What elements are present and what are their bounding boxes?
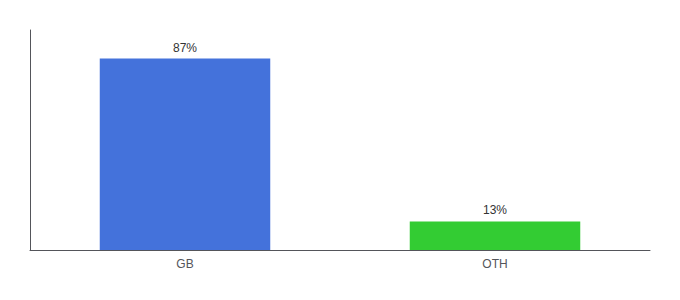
svg-text:87%: 87% — [173, 41, 197, 55]
svg-text:GB: GB — [176, 257, 193, 271]
svg-text:OTH: OTH — [482, 257, 507, 271]
svg-text:13%: 13% — [483, 203, 507, 217]
